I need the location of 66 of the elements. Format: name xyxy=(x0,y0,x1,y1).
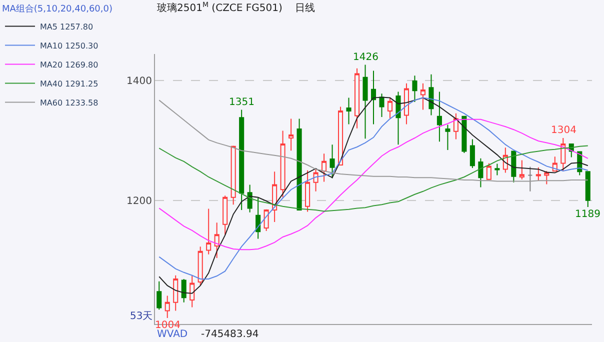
candlestick xyxy=(173,274,178,312)
candlestick xyxy=(322,153,327,182)
text: 53天 xyxy=(130,311,153,322)
candlestick xyxy=(519,160,524,180)
annotation: 1004 xyxy=(155,320,180,331)
candlestick xyxy=(428,74,434,116)
annotation: 1426 xyxy=(353,52,378,63)
candlestick xyxy=(354,68,360,129)
candlestick xyxy=(239,109,244,210)
candlestick xyxy=(305,170,310,212)
candlestick xyxy=(156,280,162,310)
candlestick xyxy=(478,158,484,188)
candlestick xyxy=(330,144,335,179)
candlestick xyxy=(436,91,442,142)
candlestick xyxy=(379,93,384,118)
legend-label: MA20 1269.80 xyxy=(40,60,98,70)
candlestick xyxy=(362,64,368,140)
annotation: 1189 xyxy=(575,209,600,220)
candlestick xyxy=(280,130,286,198)
candlestick xyxy=(396,91,401,146)
candlestick xyxy=(445,124,450,150)
candlestick xyxy=(338,106,344,166)
legend-label: MA5 1257.80 xyxy=(40,22,94,32)
candlestick xyxy=(288,118,294,152)
candlestick xyxy=(164,295,170,318)
annotation: 1351 xyxy=(229,97,254,108)
y-tick-label: 1400 xyxy=(126,76,152,87)
candlestick xyxy=(181,278,186,303)
candlestick xyxy=(190,274,195,308)
candlestick xyxy=(494,163,500,176)
candlestick xyxy=(313,168,318,192)
candlestick xyxy=(370,70,376,125)
candlestick xyxy=(346,97,352,125)
candlestick xyxy=(247,184,252,213)
candlestick xyxy=(470,138,475,168)
legend-label: MA60 1233.58 xyxy=(40,98,98,108)
candlestick xyxy=(222,195,228,236)
legend-title: MA组合(5,10,20,40,60,0) xyxy=(2,4,113,15)
candlestick xyxy=(560,138,566,172)
annotation: 1304 xyxy=(551,125,576,136)
candlestick xyxy=(486,162,492,180)
candlestick xyxy=(198,246,203,286)
text: WVAD xyxy=(157,329,188,340)
candlestick xyxy=(412,75,418,102)
candlestick xyxy=(296,118,302,210)
candlestick xyxy=(544,170,550,185)
candlestick xyxy=(585,171,590,208)
line-series xyxy=(158,100,588,182)
candlestick xyxy=(206,208,212,255)
y-tick-label: 1200 xyxy=(126,196,152,207)
candlestick xyxy=(462,116,467,154)
candlestick xyxy=(511,150,516,183)
candlestick xyxy=(256,198,261,240)
candlestick xyxy=(387,97,393,119)
candlestick xyxy=(264,208,269,232)
candlestick xyxy=(528,166,533,192)
candlestick xyxy=(404,82,409,125)
candlestick xyxy=(552,156,558,172)
chart-title: 玻璃2501$^{M}$ (CZCE FG501) 日线 xyxy=(157,1,316,14)
text: -745483.94 xyxy=(201,329,259,340)
legend-label: MA40 1291.25 xyxy=(40,79,98,88)
candlestick xyxy=(420,82,426,110)
candlestick xyxy=(214,222,220,258)
legend-label: MA10 1250.30 xyxy=(40,41,98,50)
candlestick xyxy=(536,166,541,182)
candlestick xyxy=(230,145,236,206)
